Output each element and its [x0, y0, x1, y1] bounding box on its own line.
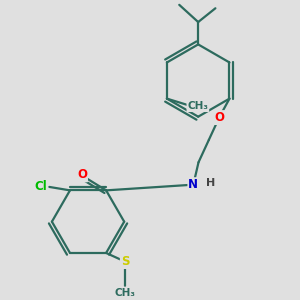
Text: O: O	[77, 168, 87, 182]
Text: Cl: Cl	[34, 180, 47, 193]
Text: O: O	[214, 111, 224, 124]
Text: S: S	[121, 255, 129, 268]
Text: CH₃: CH₃	[188, 101, 208, 111]
Text: N: N	[188, 178, 198, 191]
Text: CH₃: CH₃	[115, 287, 136, 298]
Text: H: H	[206, 178, 215, 188]
